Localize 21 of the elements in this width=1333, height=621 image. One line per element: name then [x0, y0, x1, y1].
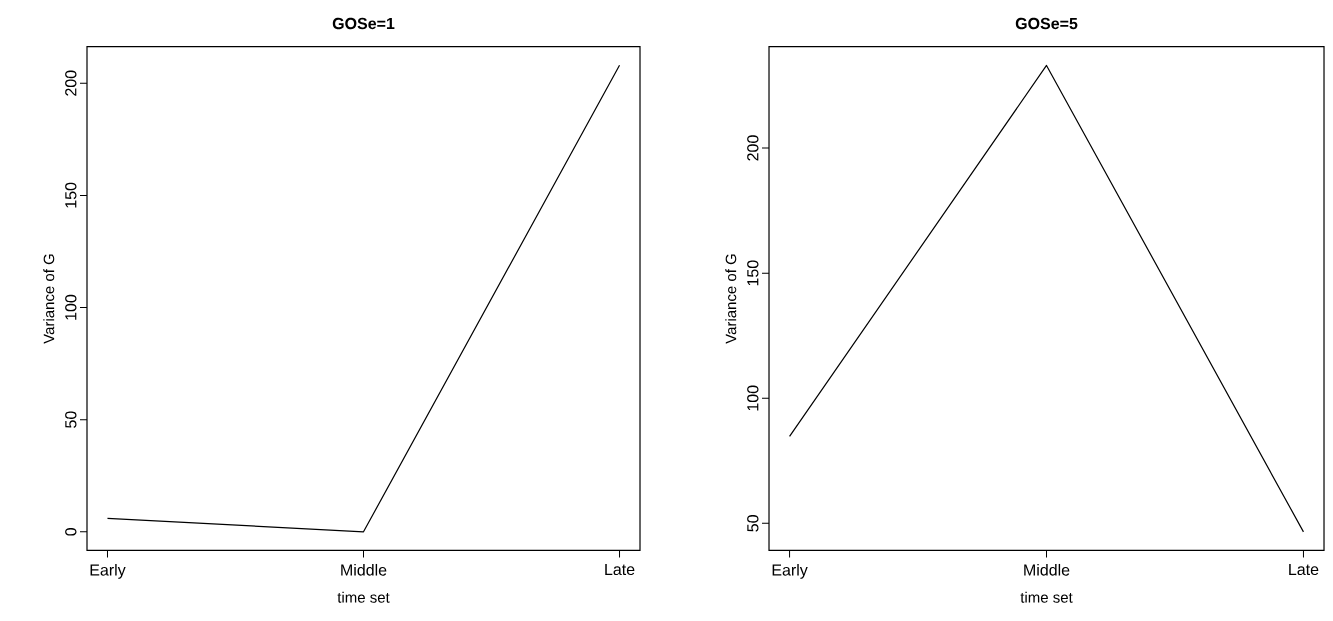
x-tick-label: Middle: [341, 563, 387, 576]
y-tick-label: 150: [65, 182, 77, 208]
y-axis-title: Variance of G: [725, 254, 737, 344]
x-tick-label: Early: [772, 563, 808, 579]
y-tick-label: 200: [747, 135, 759, 161]
x-axis-title: time set: [1020, 591, 1073, 603]
y-tick-label: 150: [747, 260, 759, 286]
y-tick-label: 100: [65, 294, 77, 320]
y-tick-label: 50: [65, 411, 77, 428]
x-tick-label: Early: [90, 563, 126, 579]
y-axis-title: Variance of G: [43, 254, 55, 344]
y-tick-label: 100: [747, 385, 759, 411]
chart-title: GOSe=5: [1015, 17, 1078, 30]
x-tick-label: Middle: [1024, 563, 1070, 576]
x-tick-label: Late: [605, 563, 635, 576]
x-axis-title: time set: [337, 591, 390, 603]
chart-title: GOSe=1: [332, 17, 395, 30]
y-tick-label: 50: [747, 515, 759, 532]
x-tick-label: Late: [1289, 563, 1319, 576]
y-tick-label: 200: [65, 70, 77, 96]
y-tick-label: 0: [65, 527, 77, 536]
